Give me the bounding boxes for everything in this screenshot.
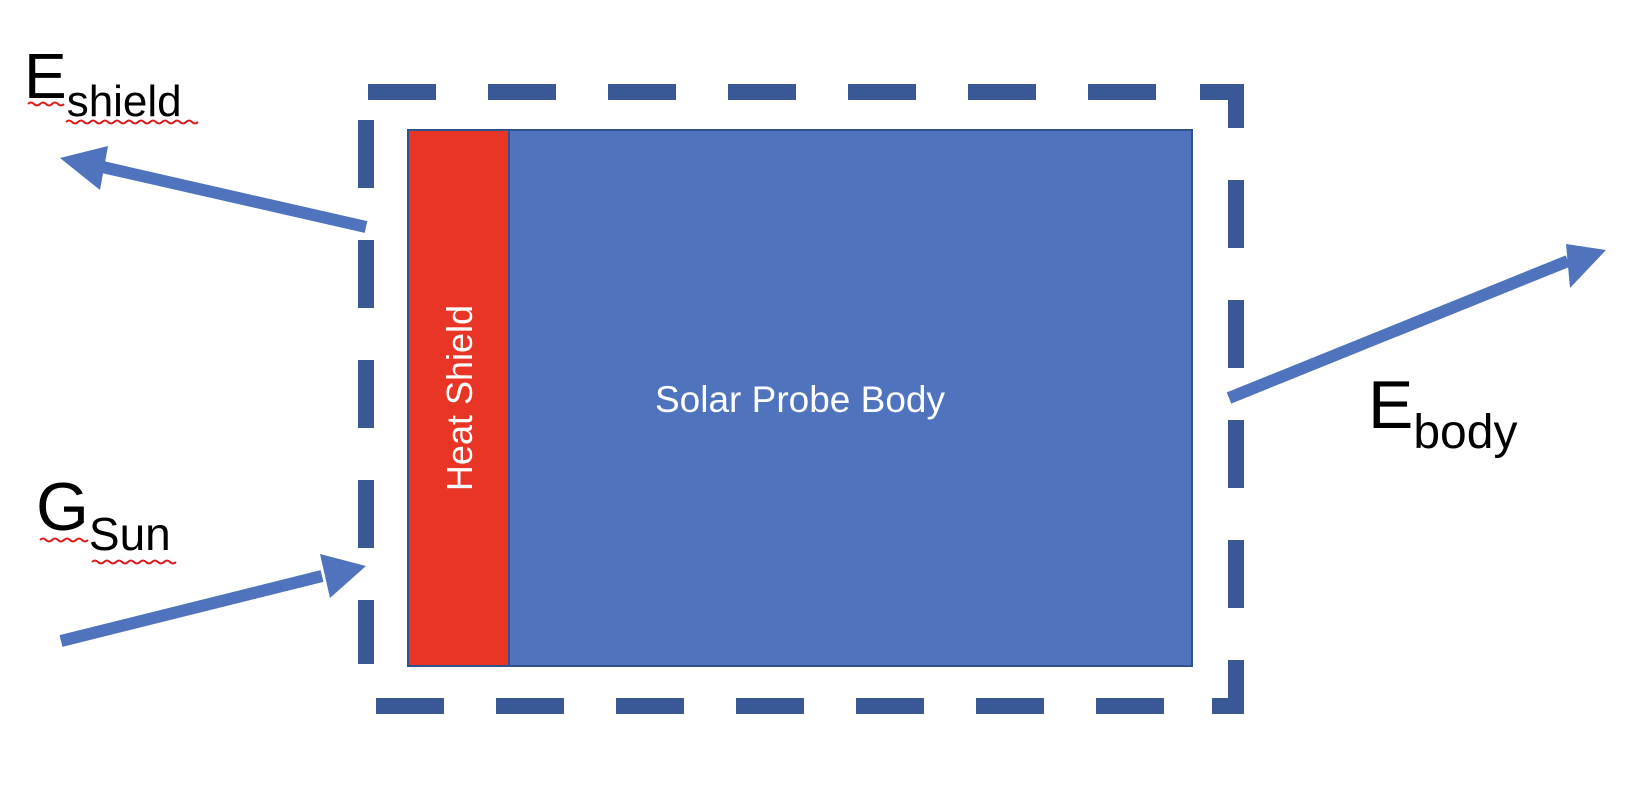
g-sun-sub-spellcheck [91, 559, 177, 565]
svg-text:Eshield: Eshield [24, 40, 182, 126]
e-shield-spellcheck [27, 101, 65, 107]
e-body-main: E [1368, 367, 1413, 443]
e-shield-sub: shield [67, 77, 182, 126]
g-sun-spellcheck [39, 537, 89, 543]
e-body-arrow [1226, 244, 1606, 404]
probe-body [508, 129, 1193, 667]
e-shield-arrow [60, 146, 368, 233]
e-shield-sub-spellcheck [65, 119, 199, 125]
e-shield-label: Eshield [24, 40, 199, 126]
svg-text:Ebody: Ebody [1368, 367, 1517, 459]
e-body-label: Ebody [1368, 367, 1517, 459]
svg-text:GSun: GSun [36, 469, 171, 560]
e-body-sub: body [1413, 406, 1517, 459]
control-volume-boundary [358, 84, 1244, 714]
probe-body-label: Solar Probe Body [655, 379, 946, 420]
e-shield-main: E [24, 40, 67, 112]
g-sun-sub: Sun [89, 508, 171, 560]
g-sun-arrow [59, 554, 366, 647]
g-sun-label: GSun [36, 469, 177, 565]
g-sun-main: G [36, 469, 89, 545]
heat-shield-label: Heat Shield [439, 305, 480, 491]
heat-shield [407, 129, 510, 667]
